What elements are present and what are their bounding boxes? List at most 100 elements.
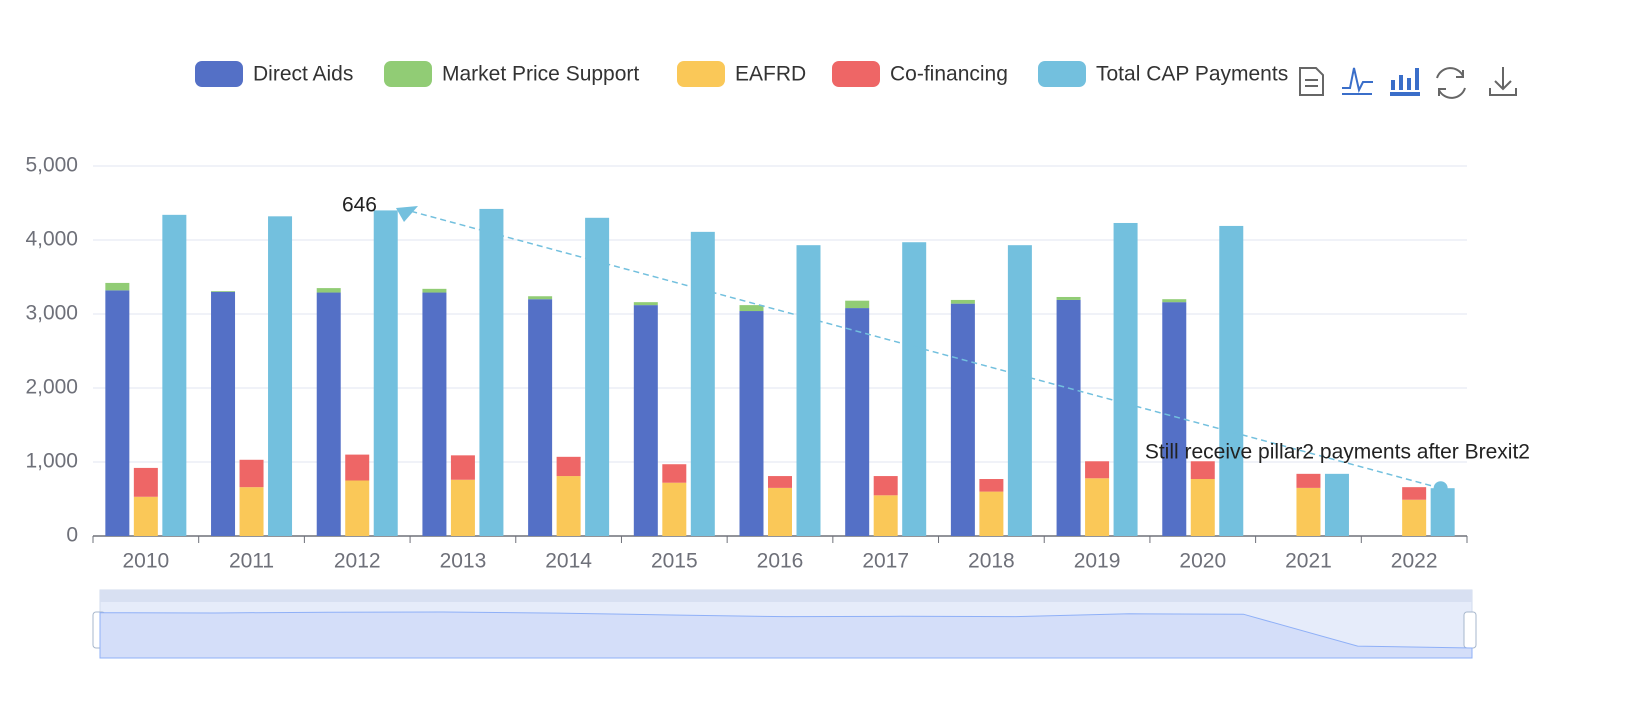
toolbox[interactable] [1299, 67, 1517, 99]
bar [662, 482, 687, 536]
bar [528, 299, 553, 536]
bar [739, 311, 764, 536]
annotation: Still receive pillar2 payments after Bre… [1145, 441, 1530, 464]
bar [1402, 487, 1427, 500]
x-tick-label: 2021 [1285, 550, 1332, 573]
bar [768, 487, 792, 536]
bar [1296, 487, 1321, 536]
tool-save[interactable] [1489, 67, 1517, 96]
bar [133, 496, 158, 536]
bar [422, 288, 447, 293]
x-tick-label: 2012 [334, 550, 381, 573]
legend-swatch [1038, 61, 1086, 87]
y-tick-label: 3,000 [25, 302, 78, 325]
bar [105, 290, 130, 536]
tool-bar[interactable] [1390, 68, 1420, 96]
zoom-handle[interactable] [1463, 611, 1477, 649]
bar [873, 495, 898, 536]
legend-label: EAFRD [735, 63, 806, 86]
bar [1219, 225, 1244, 536]
bar [1056, 299, 1081, 536]
bar [633, 302, 658, 306]
bar [450, 455, 475, 480]
bar [902, 242, 927, 536]
tool-restore[interactable] [1436, 67, 1466, 99]
bar [979, 479, 1004, 492]
x-tick-label: 2014 [545, 550, 592, 573]
x-tick-label: 2015 [651, 550, 698, 573]
legend-swatch [832, 61, 880, 87]
bar [1085, 461, 1110, 479]
tool-line[interactable] [1342, 67, 1373, 95]
bar [1085, 478, 1110, 536]
legend-label: Direct Aids [253, 63, 353, 86]
y-tick-label: 2,000 [25, 376, 78, 399]
x-tick-label: 2017 [862, 550, 909, 573]
bar [845, 300, 870, 309]
bar [1324, 473, 1349, 536]
bar [1162, 299, 1187, 303]
bar [239, 487, 264, 536]
bar [1007, 245, 1032, 536]
legend-swatch [195, 61, 243, 87]
y-tick-label: 1,000 [25, 450, 78, 473]
x-tick-label: 2020 [1179, 550, 1226, 573]
bar [1190, 461, 1215, 480]
bar [690, 231, 715, 537]
bar [796, 245, 821, 536]
bar [239, 459, 264, 488]
bar [633, 305, 658, 536]
bar [133, 467, 158, 497]
y-tick-label: 4,000 [25, 228, 78, 251]
bar [950, 299, 975, 304]
bar [316, 288, 341, 293]
bar [1430, 488, 1455, 536]
x-tick-label: 2011 [229, 550, 274, 573]
bar [950, 303, 975, 536]
bar [479, 208, 504, 537]
bar [556, 456, 581, 477]
y-tick-label: 0 [66, 524, 78, 547]
bar [1296, 473, 1321, 488]
x-tick-label: 2022 [1391, 550, 1438, 573]
zoom-handle-bar[interactable] [100, 590, 1472, 602]
bar [1162, 302, 1187, 536]
bar [450, 479, 475, 536]
bar [422, 292, 447, 536]
zoom-area [99, 611, 1473, 659]
annotation-dot [1433, 481, 1448, 496]
legend-swatch [384, 61, 432, 87]
bar [211, 291, 236, 292]
bar [1113, 222, 1138, 537]
bar [585, 217, 610, 537]
bar [528, 296, 553, 300]
bar [845, 308, 870, 536]
bar [768, 476, 792, 488]
bar [316, 292, 341, 536]
bar [268, 216, 293, 536]
x-tick-label: 2019 [1074, 550, 1121, 573]
bar [873, 476, 898, 496]
bar [979, 491, 1004, 536]
bar [1402, 499, 1427, 536]
bar [1056, 296, 1081, 300]
legend-swatch [677, 61, 725, 87]
bar [662, 464, 687, 483]
bar [373, 210, 398, 536]
bar [345, 454, 370, 481]
legend-label: Total CAP Payments [1096, 63, 1288, 86]
annotation-arrow [396, 206, 418, 222]
bar [105, 282, 130, 291]
bar [556, 476, 581, 536]
annotation: 646 [342, 194, 377, 217]
x-tick-label: 2010 [122, 550, 169, 573]
tool-data-view[interactable] [1299, 67, 1324, 96]
bar [211, 291, 236, 536]
annotation-line [409, 210, 1441, 489]
x-tick-label: 2016 [757, 550, 804, 573]
y-tick-label: 5,000 [25, 154, 78, 177]
x-tick-label: 2013 [440, 550, 487, 573]
bar [739, 305, 764, 312]
x-tick-label: 2018 [968, 550, 1015, 573]
